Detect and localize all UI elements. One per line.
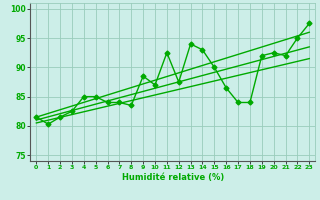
X-axis label: Humidité relative (%): Humidité relative (%) bbox=[122, 173, 224, 182]
